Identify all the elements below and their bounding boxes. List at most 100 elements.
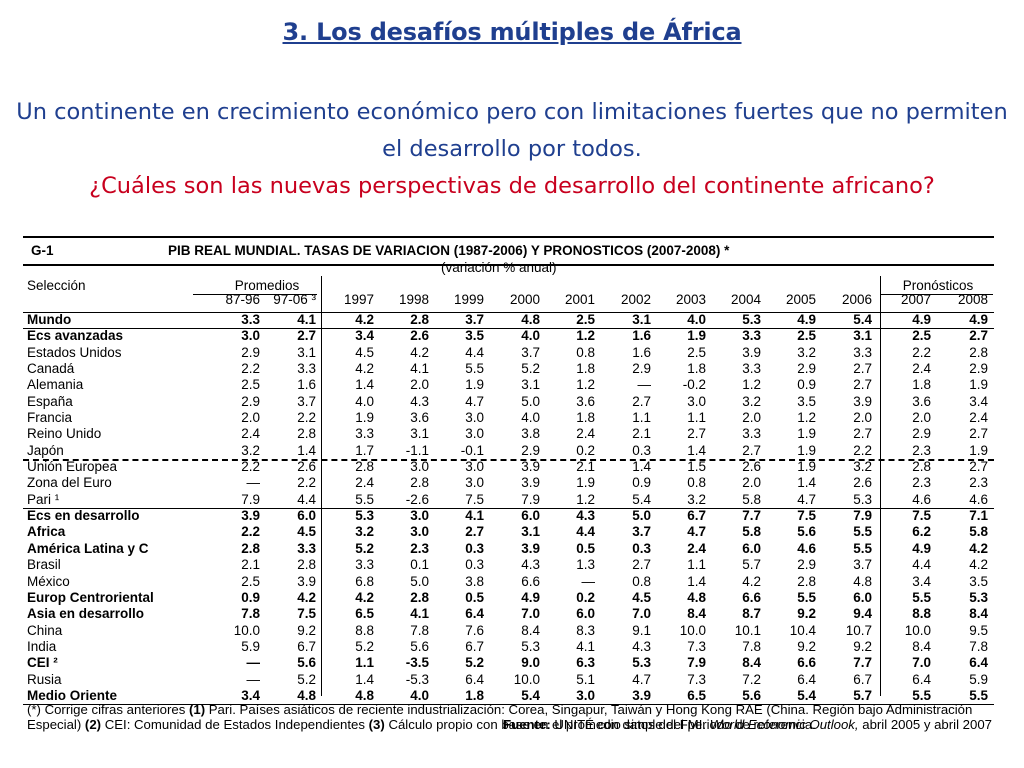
table-cell: 0.3: [465, 540, 484, 556]
table-cell: 6.6: [797, 655, 816, 671]
table-cell: 4.0: [355, 393, 374, 409]
table-cell: 5.5: [797, 589, 816, 605]
table-cell: 3.7: [521, 344, 540, 360]
table-cell: 3.9: [521, 540, 540, 556]
table-cell: 5.2: [355, 540, 374, 556]
table-cell: 4.5: [632, 589, 651, 605]
table-cell: 10.0: [513, 671, 540, 687]
table-cell: 5.5: [355, 491, 374, 507]
table-cell: 5.4: [632, 491, 651, 507]
table-cell: 5.6: [410, 638, 429, 654]
source-publication: World Economic Outlook,: [709, 717, 859, 732]
row-label: Ecs avanzadas: [27, 328, 124, 344]
table-cell: 8.4: [521, 622, 540, 638]
table-cell: 5.4: [853, 312, 872, 327]
table-cell: 6.0: [297, 508, 316, 524]
table-cell: 6.7: [465, 638, 484, 654]
table-cell: 2.6: [853, 475, 872, 491]
table-cell: 4.2: [410, 344, 429, 360]
promedios-underline: [193, 294, 317, 295]
table-cell: 7.8: [410, 622, 429, 638]
table-cell: 4.2: [969, 540, 988, 556]
table-cell: 3.1: [521, 524, 540, 540]
table-cell: 5.7: [853, 687, 872, 703]
table-cell: 3.3: [297, 361, 316, 377]
table-cell: 8.3: [576, 622, 595, 638]
table-row: Mundo 3.3 4.1 4.2 2.8 3.7 4.8 2.5 3.1 4.0 5.3 4.9 5.…: [23, 312, 994, 328]
source-label: Fuente:: [503, 717, 551, 732]
table-row: Alemania 2.5 1.6 1.4 2.0 1.9 3.1 1.2 — -0.2 1.2 0.9…: [23, 377, 994, 393]
footnote-3-marker: (3): [368, 717, 385, 732]
table-cell: 2.0: [742, 475, 761, 491]
table-cell: 2.0: [853, 410, 872, 426]
table-cell: 5.8: [742, 491, 761, 507]
table-cell: 1.4: [297, 442, 316, 458]
table-cell: 2.5: [687, 344, 706, 360]
table-cell: 2.8: [912, 459, 931, 475]
table-cell: —: [637, 377, 652, 393]
table-cell: 3.2: [797, 344, 816, 360]
table-cell: 1.5: [687, 459, 706, 475]
row-separator: [23, 704, 994, 706]
table-cell: 2.7: [853, 377, 872, 393]
table-cell: 5.3: [853, 491, 872, 507]
table-cell: 6.0: [742, 540, 761, 556]
table-cell: 6.0: [853, 589, 872, 605]
table-cell: 2.7: [632, 393, 651, 409]
table-cell: 8.7: [742, 606, 761, 622]
table-cell: 4.7: [797, 491, 816, 507]
table-cell: 3.4: [355, 328, 374, 344]
table-cell: 3.5: [465, 328, 484, 344]
row-label: Africa: [27, 524, 66, 540]
table-cell: 2.1: [241, 557, 260, 573]
table-cell: 3.6: [410, 410, 429, 426]
table-cell: 7.9: [241, 491, 260, 507]
table-row: CEI ² — 5.6 1.1 -3.5 5.2 9.0 6.3 5.3 7.9 8.4 6.6 7.7…: [23, 655, 994, 671]
table-cell: 4.8: [853, 573, 872, 589]
table-cell: 6.4: [797, 671, 816, 687]
table-unit: (variación % anual): [441, 260, 557, 275]
forecast-divider: [880, 276, 881, 696]
table-cell: 1.9: [797, 459, 816, 475]
promedios-label: Promedios: [234, 278, 300, 293]
table-cell: 4.8: [687, 589, 706, 605]
table-cell: 4.4: [912, 557, 931, 573]
table-cell: 4.2: [355, 312, 374, 327]
table-row: Medio Oriente 3.4 4.8 4.8 4.0 1.8 5.4 3.0 3.9 6.5…: [23, 688, 994, 704]
table-cell: 4.2: [969, 557, 988, 573]
table-cell: 4.3: [576, 508, 595, 524]
table-cell: -0.1: [460, 442, 484, 458]
table-cell: 2.8: [410, 589, 429, 605]
table-cell: 5.2: [521, 361, 540, 377]
table-row: Japón 3.2 1.4 1.7 -1.1 -0.1 2.9 0.2 0.3 1.4 2.7 1.9…: [23, 443, 994, 459]
table-cell: 3.0: [465, 459, 484, 475]
table-cell: 6.5: [355, 606, 374, 622]
table-cell: 3.9: [241, 508, 260, 524]
table-cell: 2.0: [410, 377, 429, 393]
table-cell: 2.7: [465, 524, 484, 540]
table-cell: 3.2: [241, 442, 260, 458]
row-label: Reino Unido: [27, 426, 102, 442]
table-cell: 7.8: [241, 606, 260, 622]
row-separator: [23, 508, 994, 510]
table-cell: 7.8: [742, 638, 761, 654]
pronosticos-underline: [881, 294, 993, 295]
table-cell: 5.4: [797, 687, 816, 703]
table-cell: 5.3: [969, 589, 988, 605]
table-cell: 6.3: [576, 655, 595, 671]
table-cell: 2.9: [521, 442, 540, 458]
table-cell: 4.6: [797, 540, 816, 556]
table-cell: 4.1: [410, 606, 429, 622]
row-label: China: [27, 622, 63, 638]
table-cell: 2.0: [742, 410, 761, 426]
table-cell: 2.2: [297, 475, 316, 491]
table-row: Reino Unido 2.4 2.8 3.3 3.1 3.0 3.8 2.4 2.1 2.7 3.…: [23, 426, 994, 442]
table-row: España 2.9 3.7 4.0 4.3 4.7 5.0 3.6 2.7 3.0 3.2 3.5 3…: [23, 394, 994, 410]
column-header: 87-96: [225, 292, 260, 307]
table-cell: 2.8: [410, 312, 429, 327]
table-cell: 4.7: [632, 671, 651, 687]
footnote-1: (*) Corrige cifras anteriores (1) Pari. …: [27, 702, 992, 732]
table-cell: 7.7: [853, 655, 872, 671]
column-header: 2003: [675, 292, 706, 307]
table-cell: 4.0: [687, 312, 706, 327]
